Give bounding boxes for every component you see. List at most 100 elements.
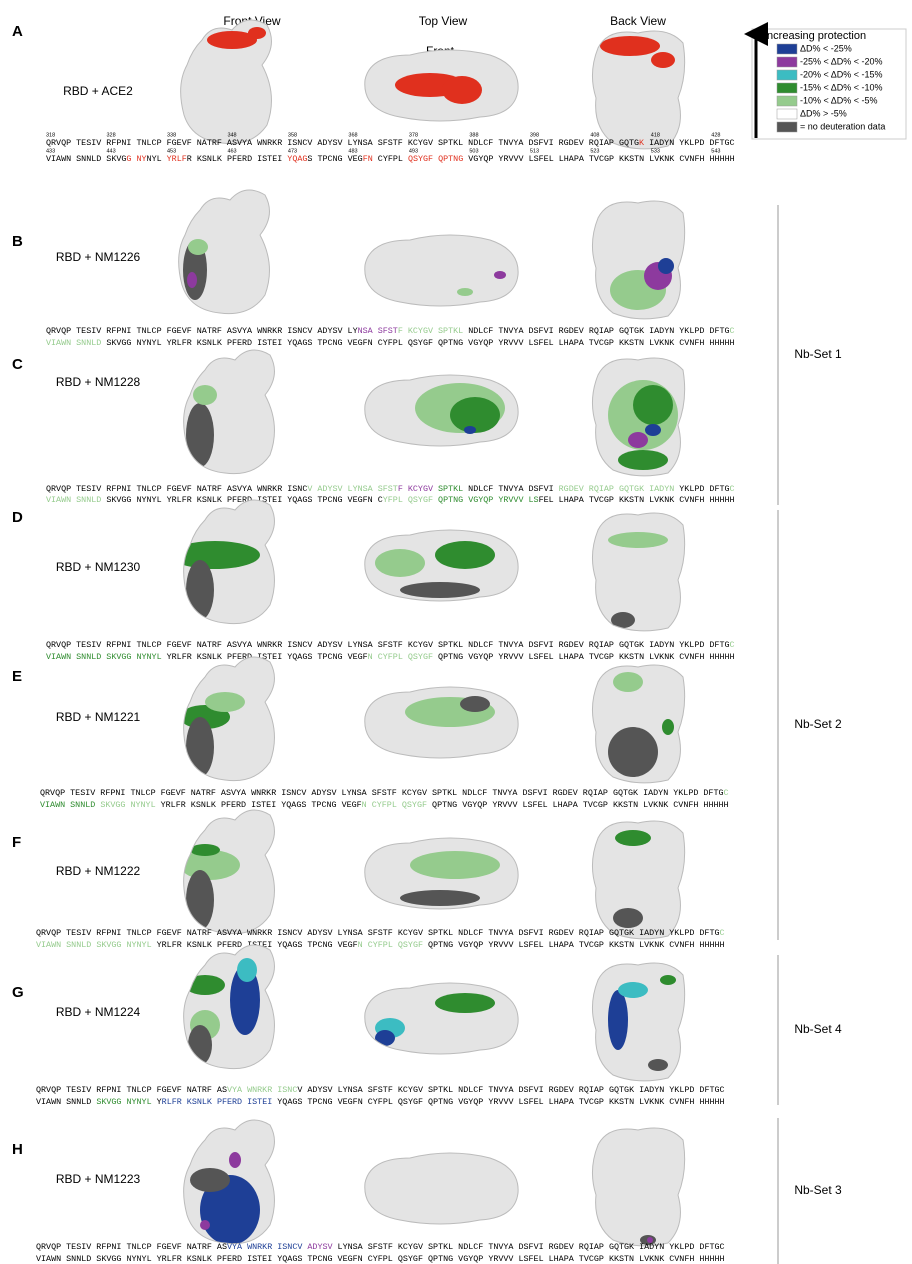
sequence-line: VIAWN SNNLD SKVGG NYNYL YRLFR KSNLK PFER… bbox=[46, 338, 735, 348]
surface-patch bbox=[442, 76, 482, 104]
sequence-segment: VIAWN SNNLD SKVG bbox=[46, 154, 126, 164]
sequence-segment: N CYFPL QSYGF bbox=[362, 800, 427, 810]
sequence-segment: SKVGG NYNYL YRLFR KSNLK PFERD ISTEI YQAG… bbox=[101, 338, 734, 348]
sequence-segment: RGDEV RQIAP GQTGK IADYN bbox=[554, 484, 675, 494]
protein-view bbox=[365, 687, 518, 758]
protein-view bbox=[180, 657, 274, 781]
protein-surface bbox=[592, 513, 684, 631]
surface-patch bbox=[186, 870, 214, 930]
surface-patch bbox=[193, 385, 217, 405]
protein-view bbox=[181, 20, 272, 144]
surface-patch bbox=[651, 52, 675, 68]
surface-patch bbox=[628, 432, 648, 448]
sequence-line: QRVQP TESIV RFPNI TNLCP FGEVF NATRF ASVY… bbox=[36, 928, 725, 938]
sequence-segment: NDLCF TNVYA DSFVI bbox=[463, 484, 553, 494]
set-label: Nb-Set 2 bbox=[794, 717, 842, 731]
protein-surface bbox=[365, 235, 518, 306]
surface-patch bbox=[460, 696, 490, 712]
protein-surface bbox=[365, 1153, 518, 1224]
panel-letter: A bbox=[12, 23, 23, 40]
surface-patch bbox=[613, 672, 643, 692]
legend-swatch bbox=[777, 83, 797, 93]
legend-title: Increasing protection bbox=[764, 30, 866, 42]
protein-view bbox=[179, 190, 270, 314]
sequence-line: VIAWN SNNLD SKVGG NYNYL YRLFR KSNLK PFER… bbox=[46, 652, 735, 662]
sequence-segment: SKVGG NYNYL bbox=[91, 940, 151, 950]
set-label: Nb-Set 3 bbox=[794, 1183, 842, 1197]
figure: Front View Top View Back View Increasing… bbox=[0, 0, 912, 1264]
sequence-segment: QPTNG VGYQP YRVVV LS bbox=[433, 495, 539, 505]
surface-patch bbox=[410, 851, 500, 879]
sequence-segment: C bbox=[724, 788, 729, 798]
legend-label: ΔD% < -25% bbox=[800, 43, 852, 53]
surface-patch bbox=[608, 990, 628, 1050]
surface-patch bbox=[186, 717, 214, 777]
protein-view bbox=[592, 358, 684, 476]
panel-letter: F bbox=[12, 834, 21, 851]
surface-patch bbox=[618, 982, 648, 998]
panel-letter: H bbox=[12, 1141, 23, 1158]
legend-label: = no deuteration data bbox=[800, 121, 885, 131]
sequence-segment: VIAWN SNNLD bbox=[36, 940, 91, 950]
sequence-segment: VIAWN SNNLD bbox=[40, 800, 95, 810]
protein-view bbox=[365, 235, 518, 306]
legend-label: ΔD% > -5% bbox=[800, 108, 847, 118]
surface-patch bbox=[186, 560, 214, 620]
protein-view bbox=[365, 375, 518, 446]
sequence-segment: YQAG bbox=[287, 154, 307, 164]
protein-surface bbox=[592, 1128, 684, 1246]
surface-patch bbox=[435, 541, 495, 569]
surface-patch bbox=[618, 450, 668, 470]
sequence-segment: QSYGF QPTNG bbox=[408, 154, 463, 164]
sequence-segment: C bbox=[720, 928, 725, 938]
sequence-segment: C bbox=[730, 640, 735, 650]
surface-patch bbox=[660, 975, 676, 985]
sequence-segment: NSA SFST bbox=[358, 326, 398, 336]
sequence-segment: VYA WNRKR ISNCV bbox=[227, 1242, 302, 1252]
protein-view bbox=[184, 1120, 275, 1245]
sequence-segment: NY bbox=[136, 154, 146, 164]
sequence-line: VIAWN SNNLD SKVGG NYNYL YRLFR KSNLK PFER… bbox=[40, 800, 729, 810]
surface-patch bbox=[435, 1140, 445, 1146]
sequence-line: QRVQP TESIV RFPNI TNLCP FGEVF NATRF ASVY… bbox=[46, 640, 735, 650]
sequence-segment: YRLFR KSNLK PFERD ISTEI YQAGS TPCNG VEGF bbox=[156, 800, 362, 810]
surface-patch bbox=[375, 549, 425, 577]
surface-patch bbox=[600, 36, 660, 56]
surface-patch bbox=[188, 239, 208, 255]
sequence-segment: IADYN YKLPD DFTGC bbox=[644, 138, 734, 148]
row-label: RBD + NM1223 bbox=[56, 1172, 141, 1186]
sequence-segment: VIAWN SNNLD bbox=[36, 1097, 96, 1107]
sequence-segment: F KCYGV bbox=[398, 484, 433, 494]
legend-swatch bbox=[777, 96, 797, 106]
surface-patch bbox=[186, 403, 214, 467]
sequence-segment: V ADYSV LYNSA SFSTF KCYGV SPTKL NDLCF TN… bbox=[297, 1085, 724, 1095]
sequence-segment: LYNSA SFSTF KCYGV SPTKL NDLCF TNVYA DSFV… bbox=[333, 1242, 725, 1252]
protein-view bbox=[170, 500, 274, 624]
sequence-segment: VIAWN SNNLD SKVGG NYNYL bbox=[46, 652, 162, 662]
sequence-segment: NYL bbox=[147, 154, 167, 164]
surface-patch bbox=[615, 830, 651, 846]
protein-view bbox=[592, 821, 684, 939]
sequence-segment: RLFR KSNLK PFERD ISTEI bbox=[162, 1097, 273, 1107]
protein-view bbox=[184, 350, 275, 474]
surface-patch bbox=[190, 844, 220, 856]
sequence-segment: R KSNLK PFERD ISTEI bbox=[187, 154, 288, 164]
surface-patch bbox=[237, 958, 257, 982]
surface-patch bbox=[200, 1220, 210, 1230]
surface-patch bbox=[608, 532, 668, 548]
protein-view bbox=[592, 665, 684, 783]
surface-patch bbox=[662, 719, 674, 735]
sequence-line: VIAWN SNNLD SKVGG NYNYL YRLFR KSNLK PFER… bbox=[36, 940, 725, 950]
surface-patch bbox=[375, 1030, 395, 1046]
sequence-segment: FN bbox=[363, 154, 373, 164]
legend-swatch bbox=[777, 70, 797, 80]
sequence-segment: VIAWN SNNLD bbox=[46, 338, 101, 348]
protein-view bbox=[592, 31, 684, 149]
surface-patch bbox=[435, 993, 495, 1013]
protein-view bbox=[365, 983, 518, 1054]
surface-patch bbox=[450, 397, 500, 433]
sequence-segment: SKVGG NYNYL bbox=[95, 800, 155, 810]
sequence-line: QRVQP TESIV RFPNI TNLCP FGEVF NATRF ASVY… bbox=[36, 1242, 725, 1252]
row-label: RBD + NM1221 bbox=[56, 710, 141, 724]
surface-patch bbox=[648, 1059, 668, 1071]
